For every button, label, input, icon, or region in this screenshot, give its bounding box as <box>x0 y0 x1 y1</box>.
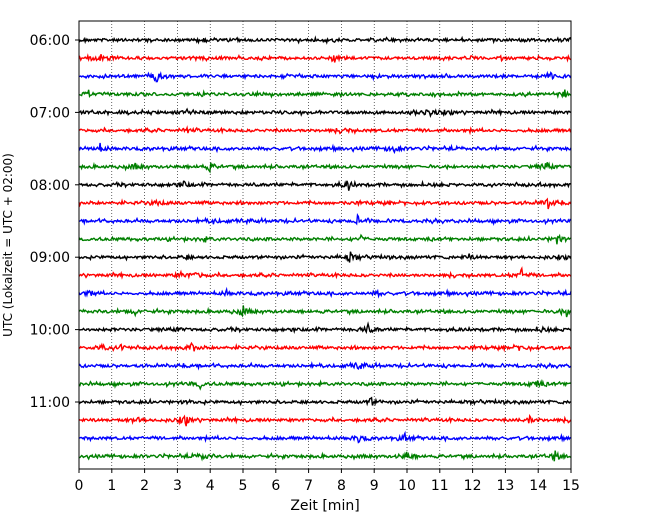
y-tick-label: 10:00 <box>30 323 70 339</box>
x-tick-label: 1 <box>107 478 116 494</box>
trace-1045 <box>78 379 572 391</box>
x-axis-label: Zeit [min] <box>290 498 359 514</box>
traces-layer <box>78 35 572 462</box>
x-tick-label: 5 <box>239 478 248 494</box>
y-axis: 06:00 07:00 08:00 09:00 10:00 11:00 <box>30 33 79 411</box>
trace-1130 <box>78 430 572 444</box>
trace-0615 <box>78 53 572 63</box>
x-axis: 0 1 2 3 4 5 6 7 8 9 10 11 12 13 14 15 <box>75 469 580 494</box>
x-tick-label: 14 <box>529 478 547 494</box>
y-tick-label: 09:00 <box>30 250 70 266</box>
trace-0900 <box>78 251 572 263</box>
x-tick-label: 13 <box>496 478 514 494</box>
x-tick-label: 9 <box>370 478 379 494</box>
trace-0730 <box>78 142 572 155</box>
x-tick-label: 3 <box>173 478 182 494</box>
x-tick-label: 8 <box>337 478 346 494</box>
trace-0930 <box>78 286 572 299</box>
trace-1115 <box>78 413 572 427</box>
y-tick-label: 11:00 <box>30 395 70 411</box>
trace-0700 <box>78 107 572 118</box>
trace-0715 <box>78 125 572 136</box>
y-tick-label: 07:00 <box>30 105 70 121</box>
trace-1000 <box>78 321 572 335</box>
trace-1100 <box>78 396 572 407</box>
trace-0800 <box>78 179 572 191</box>
trace-0815 <box>78 197 572 210</box>
x-tick-label: 15 <box>562 478 580 494</box>
trace-1030 <box>78 361 572 371</box>
trace-0630 <box>78 70 572 83</box>
trace-1145 <box>78 450 572 462</box>
x-tick-label: 6 <box>271 478 280 494</box>
trace-0845 <box>78 233 572 245</box>
x-tick-label: 2 <box>140 478 149 494</box>
y-tick-label: 06:00 <box>30 33 70 49</box>
x-tick-label: 4 <box>206 478 215 494</box>
trace-0745 <box>78 161 572 174</box>
y-axis-label: UTC (Lokalzeit = UTC + 02:00) <box>1 153 15 337</box>
trace-1015 <box>78 341 572 353</box>
y-tick-label: 08:00 <box>30 178 70 194</box>
x-tick-label: 10 <box>398 478 416 494</box>
x-tick-label: 11 <box>431 478 449 494</box>
trace-0915 <box>78 266 572 280</box>
trace-0830 <box>78 212 572 227</box>
x-tick-label: 0 <box>75 478 84 494</box>
trace-0945 <box>78 305 572 318</box>
plot-frame <box>78 20 572 470</box>
x-tick-label: 7 <box>304 478 313 494</box>
x-tick-label: 12 <box>464 478 482 494</box>
trace-0600 <box>78 35 572 45</box>
trace-0645 <box>79 89 572 99</box>
